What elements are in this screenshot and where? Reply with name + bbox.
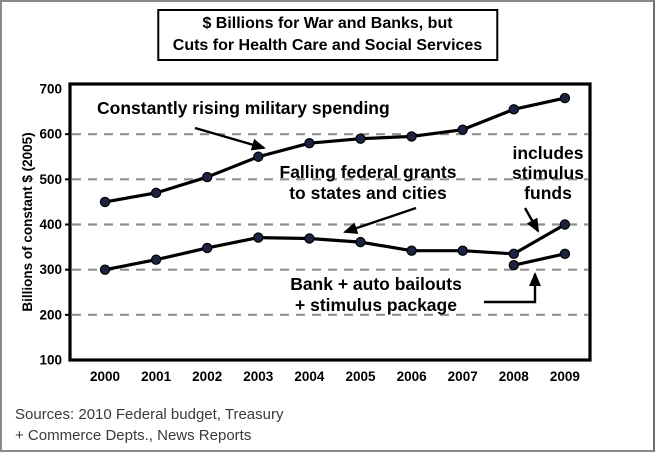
data-point-s0-2009 xyxy=(559,92,571,104)
y-tick-label-400: 400 xyxy=(39,217,62,232)
data-point-s0-2005 xyxy=(355,133,366,144)
annotation-includes-stimulus: includes stimulus funds xyxy=(498,143,598,203)
data-point-s2-2009 xyxy=(559,248,571,260)
x-tick-label-2000: 2000 xyxy=(90,369,120,384)
y-tick-label-700: 700 xyxy=(39,82,62,97)
data-point-s0-2001 xyxy=(150,187,162,199)
series-line-2 xyxy=(512,252,567,267)
data-point-s1-2000 xyxy=(99,264,111,275)
x-tick-label-2008: 2008 xyxy=(499,369,530,384)
data-point-s0-2004 xyxy=(304,137,315,149)
annotation-stimulus-line2: stimulus xyxy=(512,163,584,183)
data-series xyxy=(99,92,571,275)
x-tick-label-2004: 2004 xyxy=(294,369,325,384)
data-point-s0-2003 xyxy=(253,151,264,162)
sources-line1: Sources: 2010 Federal budget, Treasury xyxy=(15,406,284,423)
y-axis-title: Billions of constant $ (2005) xyxy=(20,132,35,311)
sources-line2: + Commerce Depts., News Reports xyxy=(15,427,252,444)
y-tick-label-500: 500 xyxy=(39,172,62,187)
data-point-s2-2008 xyxy=(508,259,519,271)
series-line-1 xyxy=(103,222,567,272)
axes: 100 200 300 400 500 600 700 2000 2001 2002 2003 200… xyxy=(39,82,592,384)
x-tick-label-2007: 2007 xyxy=(448,369,478,384)
annotation-military-spending: Constantly rising military spending xyxy=(97,98,390,119)
x-tick-label-2002: 2002 xyxy=(192,369,222,384)
data-point-s1-2007 xyxy=(457,245,468,256)
data-point-s1-2003 xyxy=(253,232,264,243)
y-tick-label-100: 100 xyxy=(39,353,62,368)
data-point-s0-2007 xyxy=(457,124,468,135)
annotation-stimulus-line1: includes xyxy=(512,143,584,163)
data-point-s1-2002 xyxy=(201,242,213,254)
gridlines xyxy=(72,133,588,316)
x-tick-label-2006: 2006 xyxy=(397,369,428,384)
data-point-s0-2006 xyxy=(406,131,417,142)
data-point-s1-2001 xyxy=(150,254,162,265)
x-tick-label-2003: 2003 xyxy=(243,369,274,384)
annotation-federal-grants: Falling federal grants to states and cit… xyxy=(258,162,478,204)
x-tick-label-2005: 2005 xyxy=(345,369,376,384)
data-point-s0-2008 xyxy=(508,104,519,115)
arrow-grants xyxy=(343,206,417,234)
arrow-bailouts xyxy=(484,272,541,304)
annotation-grants-line2: to states and cities xyxy=(289,183,447,203)
y-tick-label-200: 200 xyxy=(39,307,62,322)
data-point-s0-2000 xyxy=(99,196,111,208)
chart-title-line2: Cuts for Health Care and Social Services xyxy=(172,37,483,54)
chart-title-line1: $ Billions for War and Banks, but xyxy=(202,15,453,32)
y-tick-label-600: 600 xyxy=(39,127,62,142)
annotation-arrows xyxy=(194,126,541,304)
series-line-0 xyxy=(103,96,567,204)
x-tick-label-2001: 2001 xyxy=(141,369,172,384)
data-point-s1-2006 xyxy=(406,245,417,256)
annotation-bailouts: Bank + auto bailouts + stimulus package xyxy=(267,274,485,316)
y-tick-label-300: 300 xyxy=(39,262,62,277)
annotation-grants-line1: Falling federal grants xyxy=(279,162,457,182)
annotation-bailouts-line1: Bank + auto bailouts xyxy=(290,274,462,294)
data-point-s1-2008 xyxy=(508,248,519,260)
plot-frame xyxy=(68,82,592,362)
data-point-s1-2005 xyxy=(355,236,366,248)
sources-note: Sources: 2010 Federal budget, Treasury +… xyxy=(15,404,284,446)
data-point-s1-2004 xyxy=(304,233,315,244)
data-point-s1-2009 xyxy=(559,219,571,230)
annotation-bailouts-line2: + stimulus package xyxy=(295,295,457,315)
chart-title-box: $ Billions for War and Banks, but Cuts f… xyxy=(156,9,499,61)
arrow-stimulus xyxy=(523,207,540,233)
x-tick-label-2009: 2009 xyxy=(550,369,580,384)
arrow-military xyxy=(194,126,266,151)
data-point-s0-2002 xyxy=(201,171,213,183)
annotation-military-text: Constantly rising military spending xyxy=(97,98,390,118)
annotation-stimulus-line3: funds xyxy=(524,183,572,203)
